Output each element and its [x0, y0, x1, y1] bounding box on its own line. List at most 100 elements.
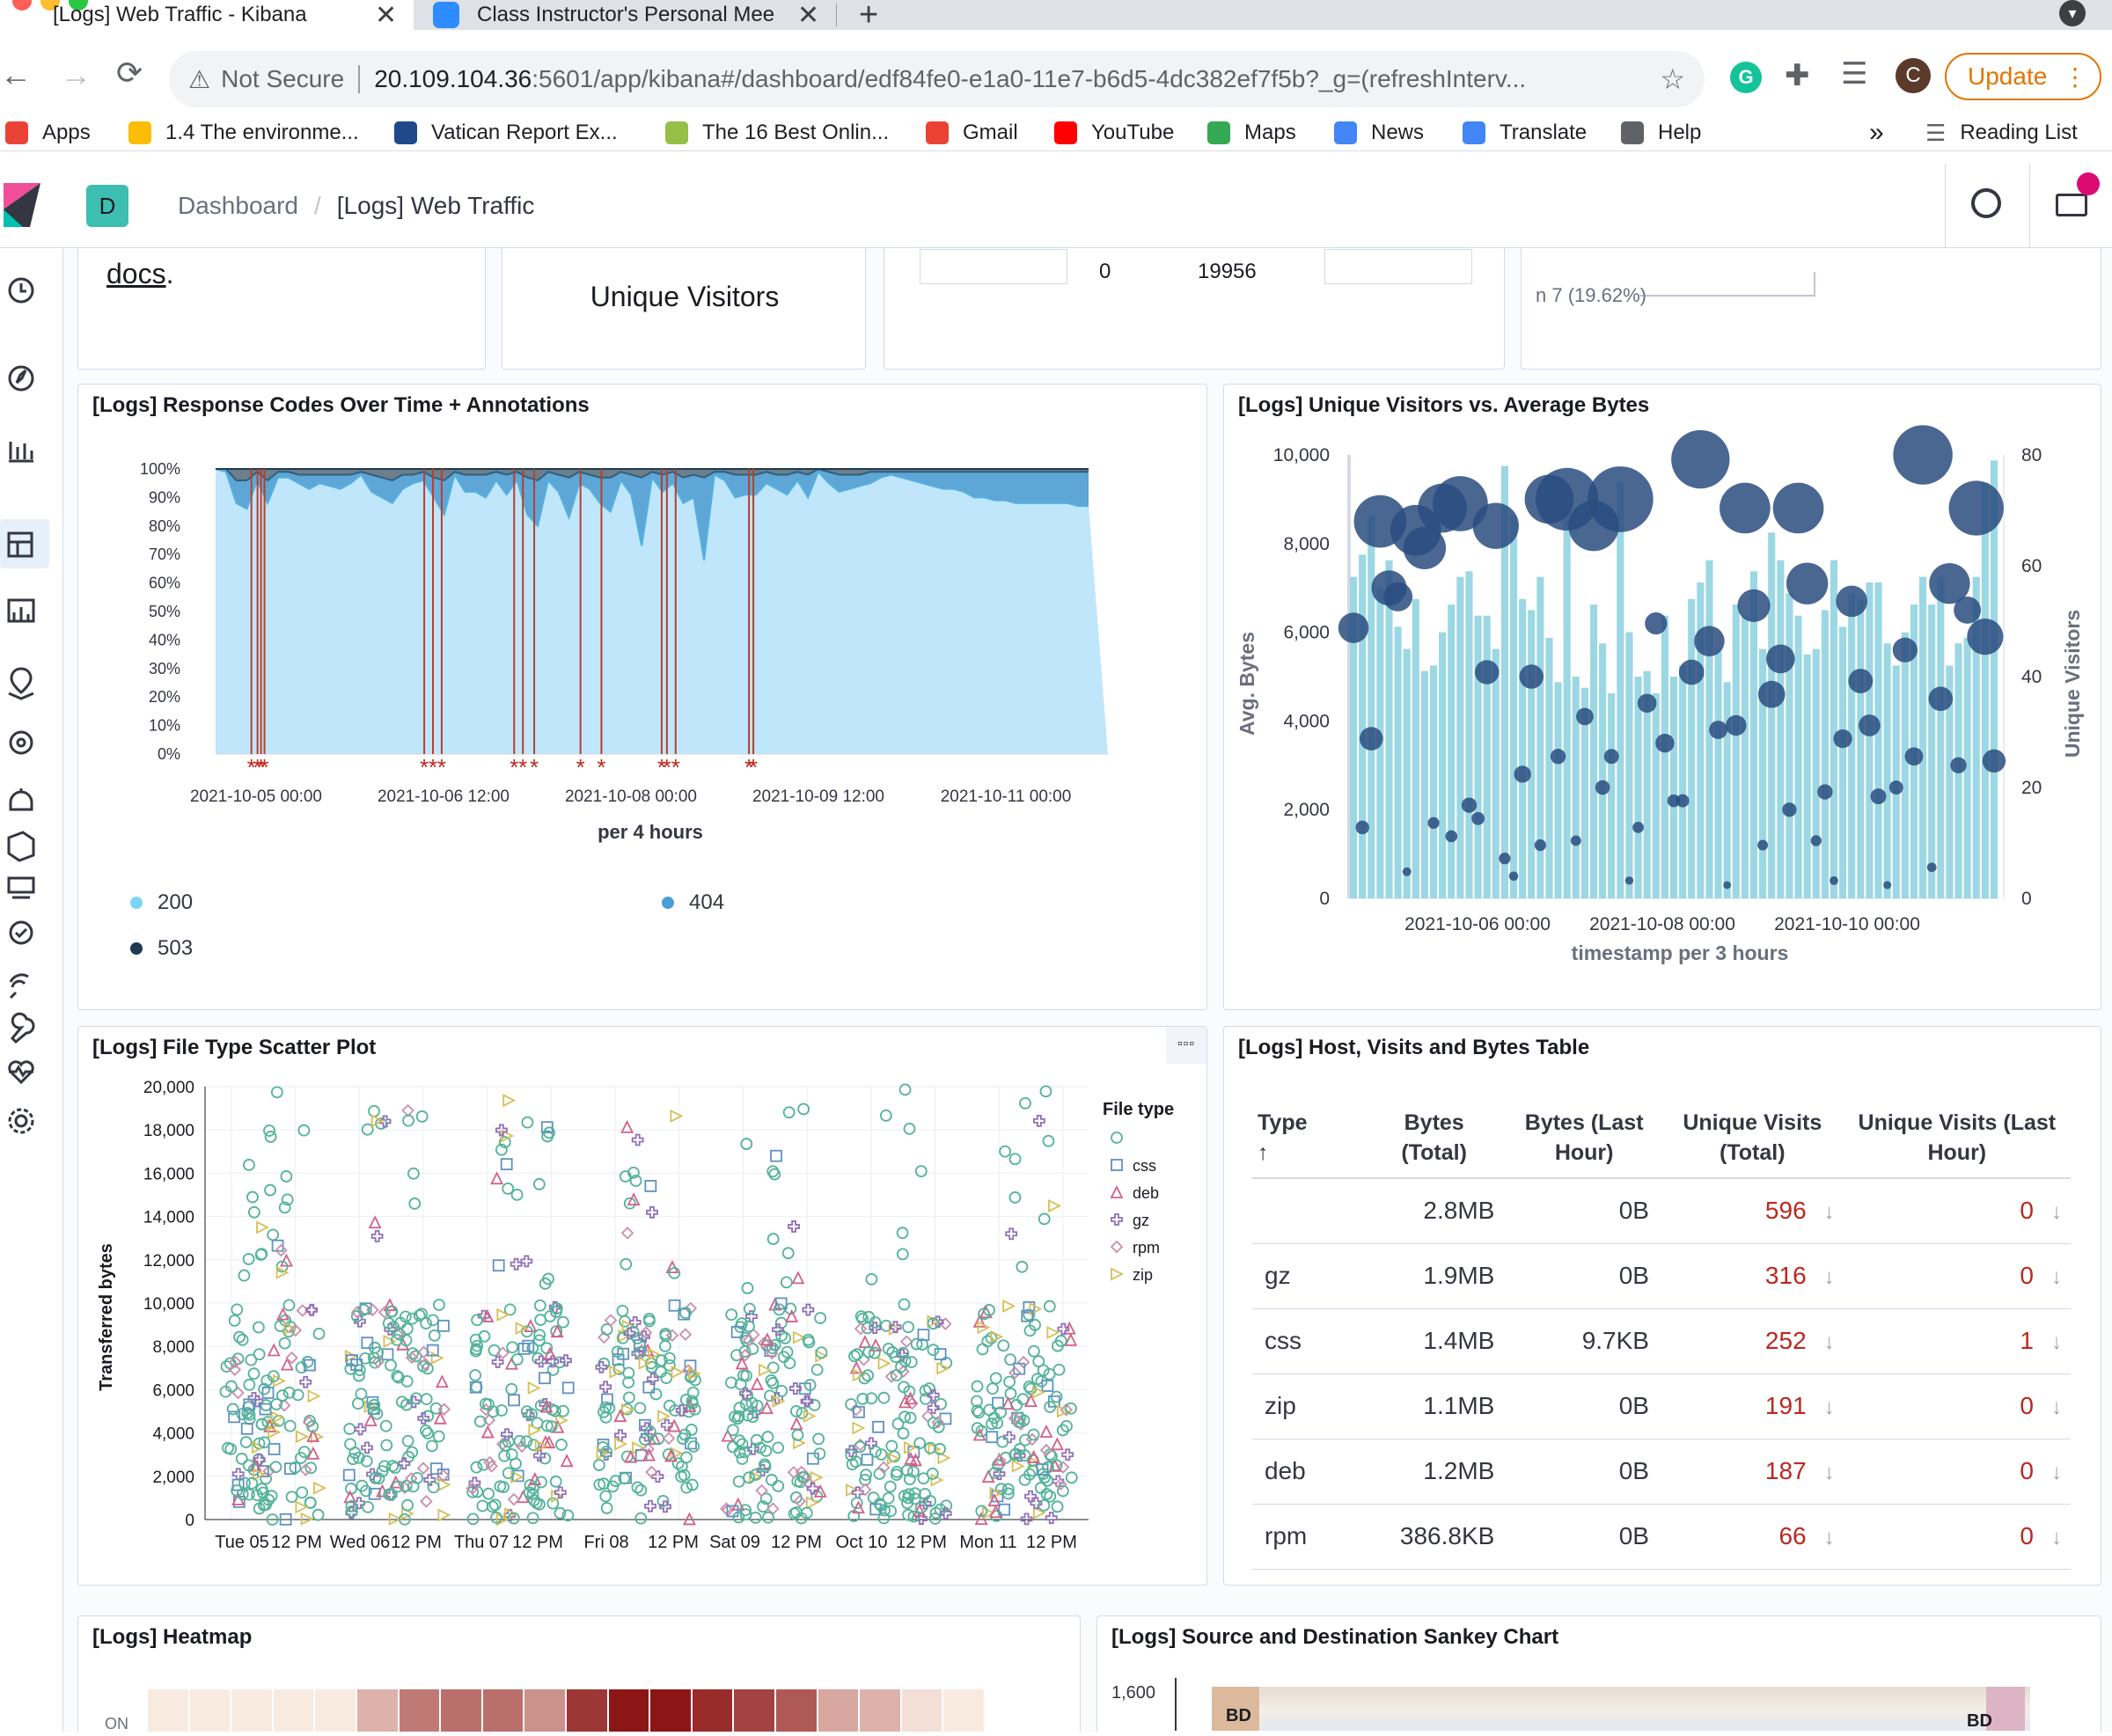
- filter-arrow-icon[interactable]: ↓: [2051, 1265, 2062, 1289]
- heatmap-cell[interactable]: [188, 1688, 231, 1732]
- reading-list-button[interactable]: ☰ Reading List: [1925, 114, 2078, 151]
- minimize-window-dot[interactable]: [40, 0, 60, 11]
- browser-tab-kibana[interactable]: [Logs] Web Traffic - Kibana ✕: [0, 0, 414, 30]
- bookmark-youtube[interactable]: YouTube: [1054, 114, 1174, 151]
- heatmap-cell[interactable]: [481, 1688, 524, 1732]
- close-window-dot[interactable]: [12, 0, 32, 11]
- close-tab-icon[interactable]: ✕: [375, 0, 398, 30]
- monitoring-heart-icon[interactable]: [8, 1060, 34, 1085]
- filter-arrow-icon[interactable]: ↓: [1823, 1461, 1835, 1484]
- discover-compass-icon[interactable]: [8, 365, 34, 392]
- bookmark-the-16-best-onlin[interactable]: The 16 Best Onlin...: [665, 114, 889, 151]
- update-button[interactable]: Update ⋮: [1945, 53, 2101, 100]
- bookmark-1-4-the-environme[interactable]: 1.4 The environme...: [128, 114, 359, 151]
- heatmap-cell[interactable]: [147, 1688, 189, 1732]
- sort-ascending-icon[interactable]: ↑: [1258, 1139, 1269, 1165]
- column-header[interactable]: Bytes (Last Hour): [1507, 1097, 1661, 1179]
- profile-avatar[interactable]: C: [1896, 58, 1931, 93]
- ml-icon[interactable]: [9, 730, 33, 755]
- panel-options-button[interactable]: ▫▫▫: [1166, 1027, 1206, 1064]
- mac-window-controls[interactable]: [12, 0, 88, 11]
- dashboard-icon[interactable]: [7, 531, 33, 558]
- avg-bytes-bubble: [1383, 582, 1413, 612]
- not-secure-label[interactable]: Not Secure: [221, 65, 345, 92]
- warning-icon[interactable]: ⚠: [188, 65, 211, 93]
- filter-arrow-icon[interactable]: ↓: [2051, 1461, 2062, 1484]
- heatmap-cell[interactable]: [859, 1688, 901, 1732]
- filter-arrow-icon[interactable]: ↓: [1823, 1265, 1835, 1289]
- filter-arrow-icon[interactable]: ↓: [2051, 1330, 2062, 1354]
- more-bookmarks-icon[interactable]: »: [1869, 118, 1884, 147]
- apm-icon[interactable]: [7, 876, 35, 899]
- filter-arrow-icon[interactable]: ↓: [2051, 1526, 2062, 1549]
- bookmark-maps[interactable]: Maps: [1207, 114, 1296, 151]
- browser-tab-zoom[interactable]: Class Instructor's Personal Mee ✕: [421, 0, 834, 30]
- filter-arrow-icon[interactable]: ↓: [1823, 1395, 1835, 1419]
- heatmap-cell[interactable]: [607, 1688, 650, 1732]
- forward-icon[interactable]: →: [60, 56, 92, 92]
- heatmap-cell[interactable]: [942, 1688, 985, 1732]
- visualize-icon[interactable]: [9, 442, 33, 463]
- heatmap-cell[interactable]: [272, 1688, 315, 1732]
- back-icon[interactable]: ←: [0, 56, 32, 92]
- logs-icon[interactable]: [7, 831, 35, 862]
- url-host[interactable]: 20.109.104.36: [374, 65, 532, 92]
- url-path[interactable]: :5601/app/kibana#/dashboard/edf84fe0-e1a…: [532, 65, 1527, 92]
- heatmap-cell[interactable]: [231, 1688, 273, 1732]
- canvas-icon[interactable]: [7, 598, 35, 623]
- kibana-logo-icon[interactable]: [4, 183, 40, 227]
- visitors-bar: [1625, 632, 1633, 898]
- filter-arrow-icon[interactable]: ↓: [2051, 1200, 2062, 1225]
- address-bar[interactable]: ⚠ Not Secure 20.109.104.36 :5601/app/kib…: [169, 51, 1705, 107]
- column-header[interactable]: Bytes (Total): [1361, 1097, 1507, 1179]
- bookmark-news[interactable]: News: [1334, 114, 1424, 151]
- heatmap-cell[interactable]: [649, 1688, 692, 1732]
- bookmark-translate[interactable]: Translate: [1463, 114, 1587, 151]
- uptime-icon[interactable]: [9, 920, 33, 945]
- help-lifebuoy-icon[interactable]: [1971, 188, 2001, 218]
- bookmark-gmail[interactable]: Gmail: [926, 114, 1018, 151]
- heatmap-cell[interactable]: [565, 1688, 608, 1732]
- column-header[interactable]: Unique Visits (Total): [1661, 1097, 1844, 1179]
- grammarly-icon[interactable]: G: [1730, 62, 1762, 93]
- filter-arrow-icon[interactable]: ↓: [1823, 1200, 1835, 1225]
- bookmark-help[interactable]: Help: [1621, 114, 1701, 151]
- bookmark-apps[interactable]: Apps: [5, 114, 91, 151]
- recent-clock-icon[interactable]: [8, 277, 34, 304]
- zoom-window-dot[interactable]: [69, 0, 88, 11]
- bookmark-vatican-report-ex[interactable]: Vatican Report Ex...: [394, 114, 618, 151]
- tab-search-icon[interactable]: ▾: [2059, 0, 2086, 26]
- table-cell: css: [1252, 1308, 1361, 1373]
- filter-arrow-icon[interactable]: ↓: [1823, 1526, 1835, 1549]
- newsfeed-mail-icon[interactable]: [2056, 194, 2087, 216]
- dev-tools-wrench-icon[interactable]: [10, 1012, 35, 1044]
- heatmap-cell[interactable]: [356, 1688, 399, 1732]
- heatmap-cell[interactable]: [691, 1688, 734, 1732]
- heatmap-cell[interactable]: [817, 1688, 860, 1732]
- heatmap-cell[interactable]: [774, 1688, 818, 1732]
- docs-link[interactable]: docs: [106, 258, 166, 289]
- siem-icon[interactable]: [9, 973, 29, 1000]
- column-header[interactable]: Unique Visits (Last Hour): [1843, 1097, 2071, 1179]
- maps-icon[interactable]: [8, 667, 34, 700]
- heatmap-cell[interactable]: [440, 1688, 482, 1732]
- breadcrumb-dashboard[interactable]: Dashboard: [178, 192, 298, 219]
- heatmap-cell[interactable]: [524, 1688, 566, 1732]
- y-tick-label: 70%: [149, 546, 180, 563]
- reload-icon[interactable]: ⟳: [116, 55, 143, 91]
- extensions-puzzle-icon[interactable]: ✚: [1785, 59, 1810, 92]
- bookmark-star-icon[interactable]: ☆: [1660, 63, 1685, 95]
- close-tab-icon[interactable]: ✕: [797, 0, 820, 30]
- management-gear-icon[interactable]: [8, 1108, 34, 1134]
- infrastructure-icon[interactable]: [9, 788, 33, 811]
- filter-arrow-icon[interactable]: ↓: [2051, 1395, 2062, 1419]
- space-avatar[interactable]: D: [86, 185, 128, 227]
- heatmap-cell[interactable]: [398, 1688, 441, 1732]
- new-tab-button[interactable]: +: [859, 0, 879, 30]
- heatmap-cell[interactable]: [314, 1688, 356, 1732]
- media-playlist-icon[interactable]: ☰: [1841, 57, 1868, 91]
- heatmap-cell[interactable]: [900, 1688, 943, 1732]
- filter-arrow-icon[interactable]: ↓: [1823, 1330, 1835, 1354]
- heatmap-cell[interactable]: [733, 1688, 775, 1732]
- column-header[interactable]: Type ↑: [1252, 1097, 1361, 1179]
